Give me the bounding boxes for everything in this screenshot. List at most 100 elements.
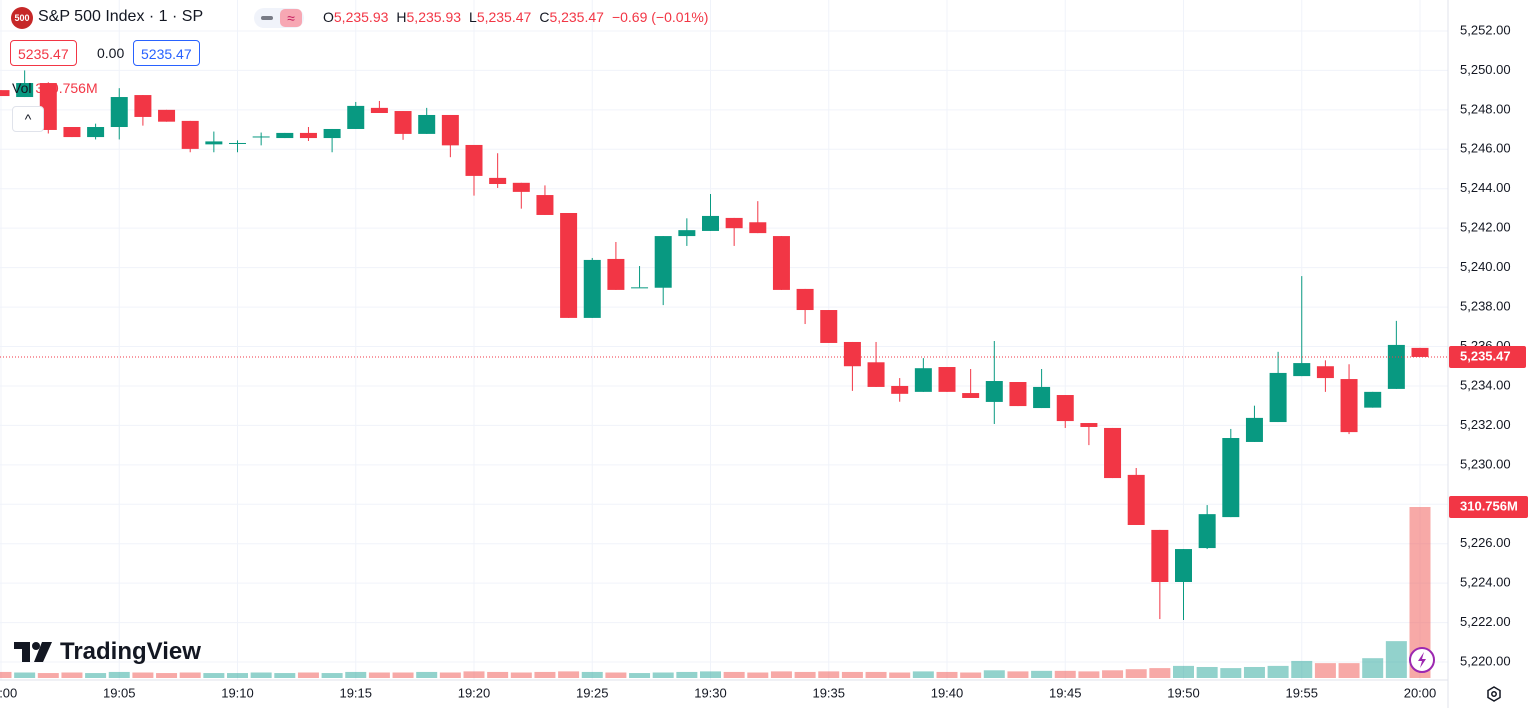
volume-bar: [108, 671, 130, 678]
volume-bar: [510, 672, 532, 678]
ohlc-value: 5,235.93: [406, 9, 462, 25]
ohlc-key: H: [396, 9, 407, 25]
symbol-title[interactable]: S&P 500 Index · 1 · SP: [38, 8, 204, 25]
candle-body: [725, 217, 743, 229]
volume-legend: Vol 310.756M: [12, 80, 98, 96]
volume-bar: [1338, 663, 1360, 678]
candle-body: [39, 83, 57, 130]
x-tick-label: 19:10: [221, 685, 254, 700]
candle-body: [347, 105, 365, 129]
volume-bar: [487, 671, 509, 678]
x-tick-label: 19:00: [0, 685, 17, 700]
ohlc-key: C: [539, 9, 550, 25]
ohlc-key: O: [323, 9, 334, 25]
y-tick-label: 5,246.00: [1460, 141, 1511, 156]
volume-bar: [1054, 670, 1076, 678]
toggle[interactable]: ≈: [254, 8, 304, 28]
candle-body: [1364, 391, 1382, 408]
candle-body: [0, 90, 10, 97]
volume-bar: [1314, 663, 1336, 678]
volume-bar: [132, 672, 154, 678]
candle-body: [252, 136, 270, 138]
candle-body: [1340, 379, 1358, 433]
candle-body: [820, 310, 838, 343]
candle-body: [134, 95, 152, 117]
volume-bar: [1196, 666, 1218, 678]
x-tick-label: 19:35: [812, 685, 845, 700]
candle-body: [1411, 347, 1429, 357]
candle-body: [489, 177, 507, 185]
y-tick-label: 5,248.00: [1460, 101, 1511, 116]
volume-bar: [368, 672, 390, 678]
candle-body: [1222, 438, 1240, 518]
volume-bar: [274, 673, 296, 678]
x-tick-label: 19:55: [1285, 685, 1318, 700]
candle-body: [276, 132, 294, 139]
candle-body: [1387, 344, 1405, 389]
volume-bar: [297, 672, 319, 678]
volume-bar: [14, 672, 36, 678]
volume-bar: [439, 672, 461, 678]
volume-bar: [250, 672, 272, 678]
candle-body: [1056, 395, 1074, 422]
candle-body: [702, 215, 719, 231]
candle-body: [1316, 366, 1334, 379]
candle-body: [110, 97, 128, 128]
volume-bar: [558, 671, 580, 678]
volume-bar: [1362, 658, 1384, 678]
x-tick-label: 20:00: [1404, 685, 1437, 700]
x-tick-label: 19:15: [339, 685, 372, 700]
volume-bar: [61, 672, 83, 678]
candle-body: [796, 288, 814, 311]
y-tick-label: 5,238.00: [1460, 299, 1511, 314]
price-label-bg: [1449, 345, 1526, 368]
y-tick-label: 5,220.00: [1460, 653, 1511, 668]
buy-box[interactable]: 5235.47: [133, 40, 200, 66]
volume-bar: [960, 672, 982, 678]
candle-body: [229, 142, 246, 144]
sell-box[interactable]: 5235.47: [10, 40, 77, 66]
settings-dot: [1491, 691, 1497, 697]
volume-bar: [1173, 665, 1194, 678]
settings-button[interactable]: [1487, 686, 1501, 702]
candle-body: [1080, 423, 1098, 427]
volume-bar: [1291, 660, 1313, 678]
candle-body: [654, 236, 672, 288]
candle-body: [323, 128, 341, 139]
candle-body: [914, 368, 932, 392]
volume-bar: [1385, 641, 1407, 678]
volume-bar: [1267, 665, 1289, 678]
volume-bar: [1409, 507, 1431, 678]
volume-label-bg: [1449, 496, 1528, 518]
y-tick-label: 5,222.00: [1460, 614, 1511, 629]
volume-bar: [652, 672, 674, 678]
volume-bar: [321, 673, 343, 678]
candle-body: [465, 144, 483, 176]
volume-bar: [534, 671, 556, 678]
volume-bar: [463, 671, 485, 678]
x-tick-label: 19:45: [1049, 685, 1082, 700]
volume-bar: [912, 671, 934, 678]
candle-body: [158, 109, 176, 122]
y-tick-label: 5,252.00: [1460, 22, 1511, 37]
volume-bar: [227, 673, 248, 678]
volume-bar: [1102, 670, 1124, 678]
y-tick-label: 5,234.00: [1460, 377, 1511, 392]
y-tick-label: 5,226.00: [1460, 535, 1511, 550]
candle-body: [938, 367, 956, 392]
candle-body: [63, 127, 81, 138]
candle-body: [1127, 474, 1145, 525]
volume-bar: [581, 671, 603, 678]
volume-bar: [156, 673, 178, 678]
volume-bar: [700, 671, 721, 678]
ohlc-value: 5,235.47: [476, 9, 532, 25]
y-tick-label: 5,232.00: [1460, 417, 1511, 432]
volume-bar: [841, 671, 863, 678]
collapse-button[interactable]: ^: [12, 106, 44, 132]
alert-button[interactable]: [1409, 647, 1435, 673]
settings-icon: [1487, 686, 1501, 702]
price-label: 5,235.47: [1460, 348, 1511, 363]
candle-body: [1175, 549, 1192, 582]
